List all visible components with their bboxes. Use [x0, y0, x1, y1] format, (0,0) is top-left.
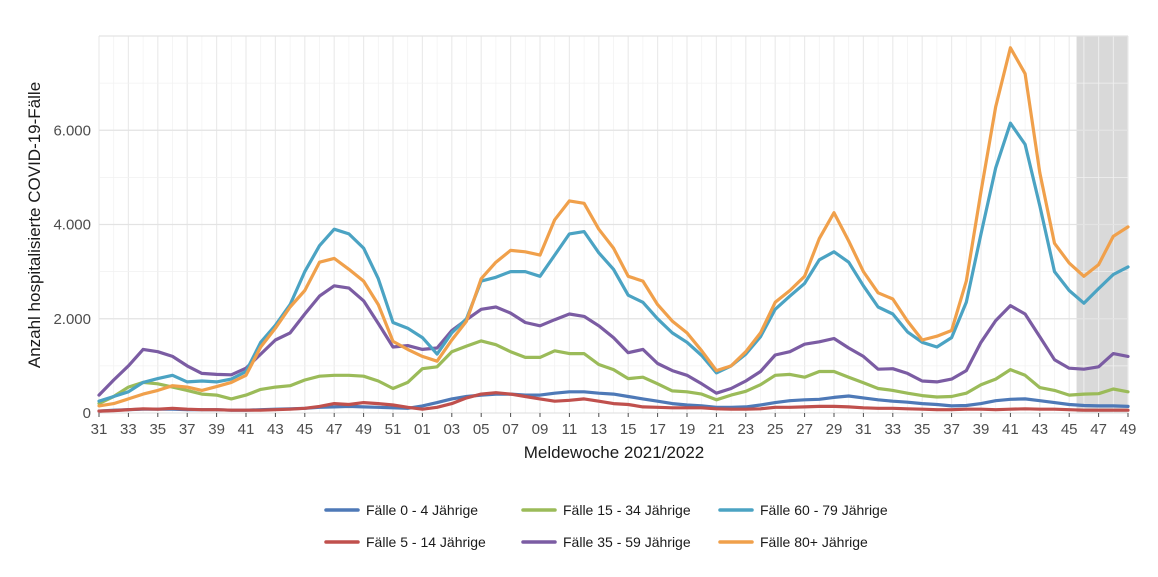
legend-label-3: Fälle 35 - 59 Jährige: [563, 534, 691, 550]
x-tick-label: 45: [296, 421, 313, 438]
legend-label-1: Fälle 5 - 14 Jährige: [366, 534, 486, 550]
x-tick-label: 03: [443, 421, 460, 438]
x-tick-label: 33: [120, 421, 137, 438]
x-tick-label: 33: [884, 421, 901, 438]
x-tick-label: 47: [1090, 421, 1107, 438]
x-tick-label: 37: [179, 421, 196, 438]
x-tick-label: 47: [326, 421, 343, 438]
x-tick-label: 05: [473, 421, 490, 438]
y-axis-title: Anzahl hospitalisierte COVID-19-Fälle: [25, 82, 44, 368]
x-tick-label: 43: [267, 421, 284, 438]
x-tick-label: 21: [708, 421, 725, 438]
x-tick-label: 11: [562, 421, 578, 438]
x-tick-label: 51: [385, 421, 402, 438]
y-tick-label: 2.000: [53, 311, 91, 328]
x-tick-label: 07: [502, 421, 519, 438]
series-lines: [97, 46, 1130, 413]
x-tick-label: 35: [149, 421, 166, 438]
legend-label-0: Fälle 0 - 4 Jährige: [366, 502, 478, 518]
y-tick-label: 0: [83, 405, 91, 422]
legend-label-2: Fälle 15 - 34 Jährige: [563, 502, 691, 518]
x-tick-label: 41: [238, 421, 255, 438]
series-line-4: [97, 121, 1130, 403]
x-tick-label: 25: [767, 421, 784, 438]
x-tick-label: 29: [826, 421, 843, 438]
series-line-3: [97, 284, 1130, 397]
x-tick-label: 23: [737, 421, 754, 438]
x-tick-label: 39: [973, 421, 990, 438]
x-tick-label: 09: [532, 421, 549, 438]
y-axis-ticks: 0 2.000 4.000 6.000: [53, 122, 91, 422]
x-axis-title: Meldewoche 2021/2022: [524, 443, 705, 462]
x-tick-label: 41: [1002, 421, 1019, 438]
x-tick-label: 27: [796, 421, 813, 438]
x-tick-label: 19: [679, 421, 696, 438]
x-tick-label: 01: [414, 421, 431, 438]
x-axis-ticks: 31 33 35 37 39 41 43 45 47 49 51 01 03 05 07 09 11 13 15 17…: [91, 413, 1137, 438]
series-line-1: [97, 391, 1130, 413]
x-tick-label: 43: [1031, 421, 1048, 438]
x-tick-label: 13: [590, 421, 607, 438]
legend: Fälle 0 - 4 Jährige Fälle 5 - 14 Jährige F…: [324, 502, 888, 550]
x-tick-label: 17: [649, 421, 666, 438]
x-tick-label: 45: [1061, 421, 1078, 438]
series-line-5: [97, 46, 1130, 408]
x-tick-label: 49: [1120, 421, 1137, 438]
y-tick-label: 6.000: [53, 122, 91, 139]
legend-label-5: Fälle 80+ Jährige: [760, 534, 868, 550]
legend-label-4: Fälle 60 - 79 Jährige: [760, 502, 888, 518]
series-line-2: [97, 339, 1130, 406]
x-tick-label: 37: [943, 421, 960, 438]
y-tick-label: 4.000: [53, 217, 91, 234]
x-tick-label: 31: [855, 421, 872, 438]
x-tick-label: 39: [208, 421, 225, 438]
x-tick-label: 31: [91, 421, 108, 438]
x-tick-label: 35: [914, 421, 931, 438]
x-tick-label: 49: [355, 421, 372, 438]
x-tick-label: 15: [620, 421, 637, 438]
